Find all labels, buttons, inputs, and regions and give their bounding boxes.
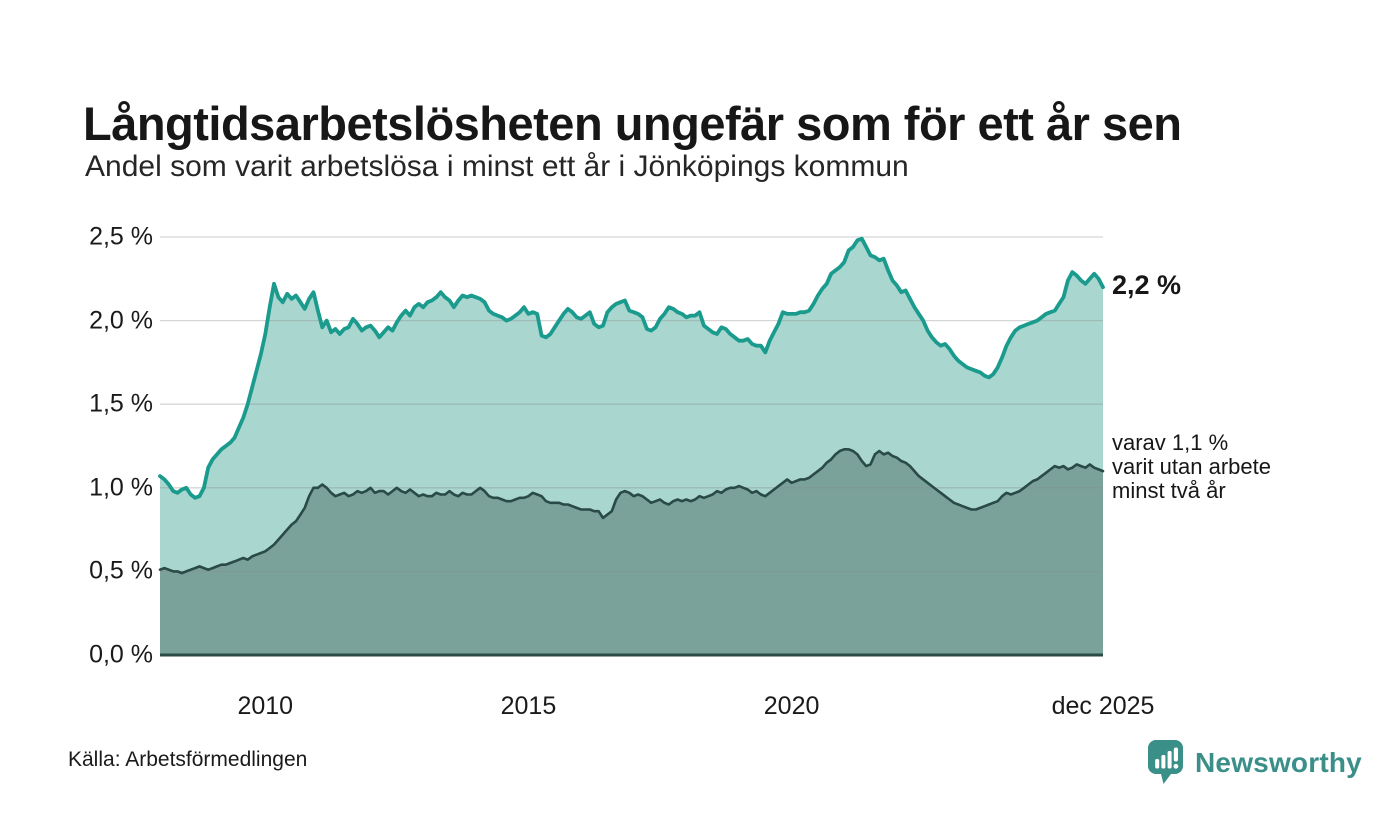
chart-subtitle: Andel som varit arbetslösa i minst ett å…	[85, 150, 909, 183]
y-tick-label: 0,0 %	[89, 640, 153, 669]
logo-wordmark: Newsworthy	[1195, 746, 1362, 778]
total-line	[158, 236, 1105, 500]
logo-icon	[1148, 740, 1183, 784]
x-tick-label: dec 2025	[1051, 692, 1155, 720]
twoyear-area	[160, 449, 1103, 655]
chart-svg	[158, 236, 1105, 657]
last-value-label: 2,2 %	[1112, 270, 1182, 300]
y-tick-label: 2,0 %	[89, 306, 153, 335]
x-tick-label: 2020	[763, 692, 820, 720]
page-title: Långtidsarbetslösheten ungefär som för e…	[83, 97, 1182, 151]
twoyear-line	[158, 448, 1105, 575]
y-tick-label: 0,5 %	[89, 556, 153, 585]
y-tick-label: 2,5 %	[89, 222, 153, 251]
x-tick-label: 2015	[500, 692, 557, 720]
y-tick-label: 1,5 %	[89, 389, 153, 418]
newsworthy-logo: Newsworthy	[1148, 740, 1362, 785]
twoyear-annotation: varav 1,1 % varit utan arbete minst två …	[1112, 430, 1271, 503]
x-tick-label: 2010	[237, 692, 294, 720]
source-note: Källa: Arbetsförmedlingen	[68, 748, 308, 771]
y-tick-label: 1,0 %	[89, 473, 153, 502]
